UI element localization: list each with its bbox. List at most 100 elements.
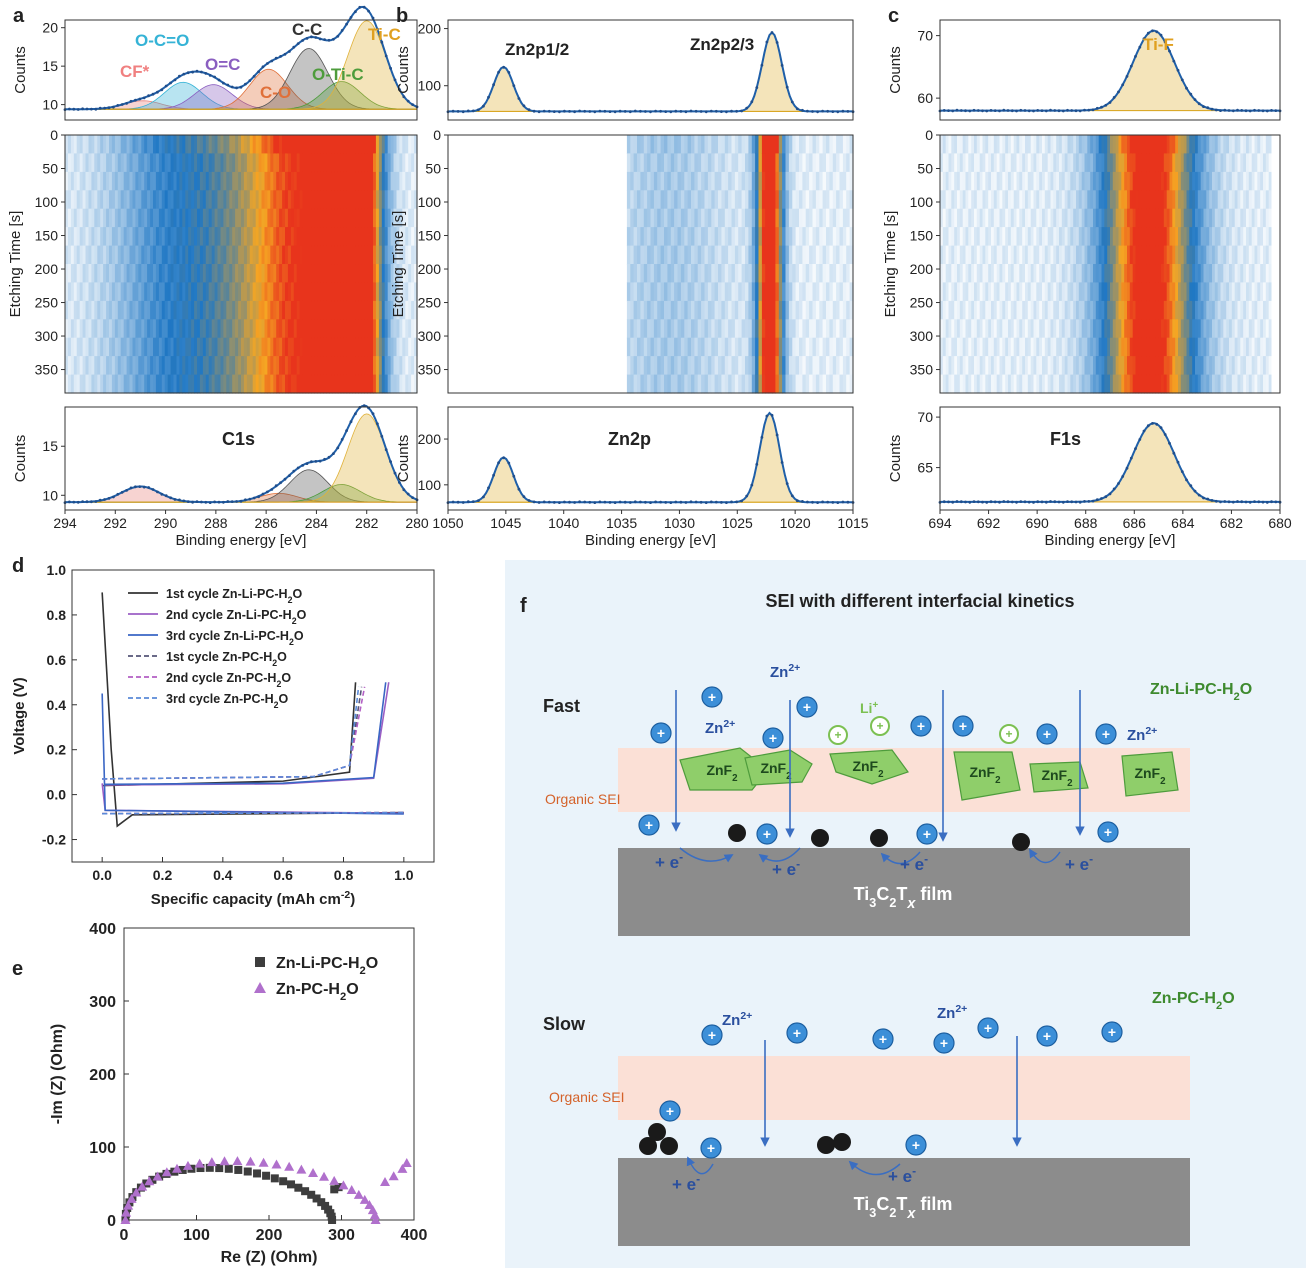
- heatmap-cell: [451, 135, 456, 154]
- heatmap-cell: [999, 171, 1003, 191]
- heatmap-cell: [1050, 300, 1054, 320]
- heatmap-cell: [846, 135, 851, 154]
- data-point: [684, 110, 688, 114]
- heatmap-cell: [1022, 319, 1026, 339]
- heatmap-cell: [67, 374, 72, 394]
- heatmap-cell: [264, 282, 268, 302]
- heatmap-cell: [518, 300, 523, 320]
- data-point: [398, 481, 401, 484]
- heatmap-cell: [1005, 208, 1009, 228]
- heatmap-cell: [88, 227, 92, 247]
- heatmap-cell: [241, 171, 245, 191]
- heatmap-cell: [677, 319, 682, 339]
- heatmap-cell: [805, 208, 810, 228]
- heatmap-cell: [1121, 374, 1125, 394]
- heatmap-cell: [285, 319, 289, 339]
- heatmap-cell: [340, 282, 345, 302]
- heatmap-cell: [302, 190, 307, 210]
- data-point: [532, 109, 536, 113]
- heatmap-cell: [314, 208, 318, 228]
- heatmap-cell: [375, 356, 380, 376]
- heatmap-cell: [1081, 337, 1086, 357]
- heatmap-cell: [667, 208, 672, 228]
- heatmap-cell: [620, 171, 625, 191]
- heatmap-cell: [613, 319, 618, 339]
- heatmap-cell: [299, 337, 304, 357]
- heatmap-cell: [758, 300, 763, 320]
- data-point: [1070, 109, 1074, 112]
- heatmap-cell: [188, 356, 192, 376]
- heatmap-cell: [85, 135, 89, 154]
- heatmap-cell: [488, 245, 493, 265]
- heatmap-cell: [1084, 227, 1088, 247]
- heatmap-cell: [775, 319, 780, 339]
- data-point: [340, 438, 344, 441]
- heatmap-cell: [367, 135, 371, 154]
- heatmap-cell: [67, 245, 72, 265]
- heatmap-cell: [982, 135, 986, 154]
- heatmap-cell: [208, 208, 213, 228]
- data-point: [1180, 78, 1184, 82]
- heatmap-cell: [761, 300, 766, 320]
- heatmap-cell: [202, 300, 207, 320]
- heatmap-cell: [208, 245, 213, 265]
- heatmap-cell: [613, 153, 618, 173]
- heatmap-cell: [67, 282, 72, 302]
- heatmap-cell: [545, 337, 550, 357]
- data-point: [841, 109, 845, 113]
- heatmap-cell: [220, 208, 224, 228]
- heatmap-cell: [405, 153, 409, 173]
- heatmap-cell: [468, 245, 473, 265]
- heatmap-cell: [948, 135, 952, 154]
- heatmap-cell: [173, 319, 177, 339]
- heatmap-cell: [229, 282, 233, 302]
- heatmap-cell: [346, 245, 351, 265]
- heatmap-cell: [279, 319, 283, 339]
- heatmap-cell: [836, 208, 841, 228]
- heatmap-cell: [535, 337, 540, 357]
- heatmap-cell: [701, 135, 706, 154]
- data-point: [1083, 108, 1086, 112]
- heatmap-cell: [126, 153, 131, 173]
- heatmap-cell: [809, 190, 814, 210]
- heatmap-cell: [1107, 282, 1111, 302]
- heatmap-cell: [326, 135, 330, 154]
- heatmap-cell: [375, 227, 380, 247]
- heatmap-cell: [208, 282, 213, 302]
- heatmap-cell: [199, 190, 204, 210]
- heatmap-cell: [802, 153, 807, 173]
- heatmap-cell: [396, 264, 400, 283]
- heatmap-cell: [308, 208, 312, 228]
- panel-label: a: [13, 5, 25, 27]
- heatmap-cell: [1110, 264, 1114, 283]
- heatmap-cell: [167, 282, 172, 302]
- heatmap-cell: [502, 264, 506, 283]
- heatmap-cell: [1118, 227, 1122, 247]
- heatmap-cell: [788, 245, 793, 265]
- heatmap-cell: [478, 282, 483, 302]
- heatmap-cell: [399, 135, 403, 154]
- heatmap-cell: [846, 227, 851, 247]
- heatmap-cell: [751, 356, 756, 376]
- heatmap-cell: [603, 337, 608, 357]
- heatmap-cell: [1087, 337, 1091, 357]
- heatmap-cell: [1129, 264, 1134, 283]
- data-point: [1121, 475, 1125, 478]
- heatmap-cell: [491, 227, 496, 247]
- heatmap-cell: [179, 135, 183, 154]
- heatmap-cell: [684, 300, 689, 320]
- heatmap-cell: [170, 245, 175, 265]
- heatmap-cell: [954, 300, 958, 320]
- heatmap-cell: [100, 135, 104, 154]
- heatmap-cell: [498, 282, 503, 302]
- heatmap-cell: [305, 190, 309, 210]
- heatmap-cell: [988, 356, 992, 376]
- data-point: [1214, 499, 1218, 503]
- heatmap-cell: [515, 356, 520, 376]
- heatmap-cell: [179, 300, 183, 320]
- heatmap-cell: [829, 337, 834, 357]
- heatmap-cell: [1107, 374, 1111, 394]
- heatmap-cell: [478, 190, 483, 210]
- heatmap-cell: [323, 282, 327, 302]
- heatmap-cell: [451, 374, 456, 394]
